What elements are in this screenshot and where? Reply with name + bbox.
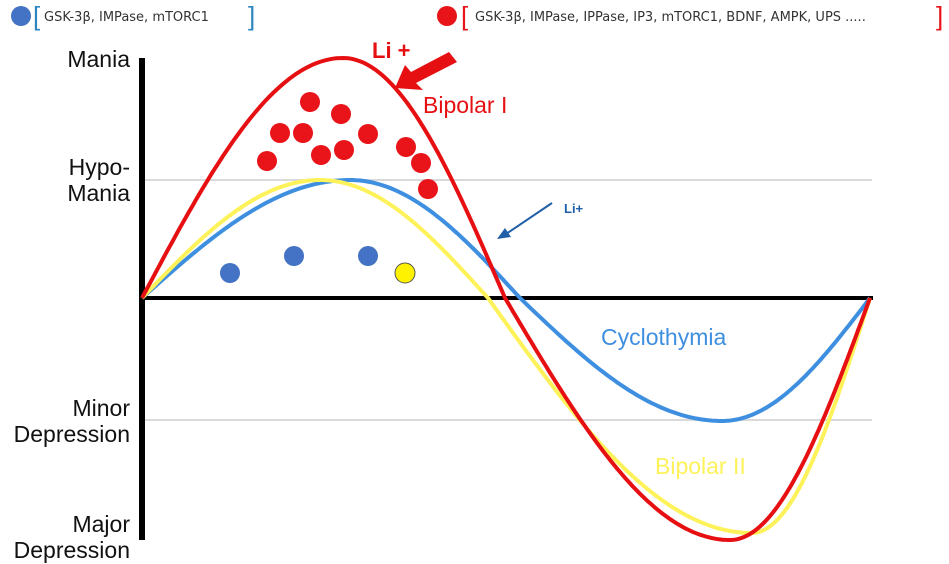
li-large-arrow — [395, 52, 457, 90]
red-dot — [300, 92, 320, 112]
li-small-label: Li+ — [564, 201, 584, 216]
red-dot — [257, 151, 277, 171]
red-dot — [418, 179, 438, 199]
bipolar-2-curve — [140, 178, 872, 536]
legend-red-text: GSK-3β, IMPase, IPPase, IP3, mTORC1, BDN… — [475, 10, 866, 25]
legend-red-bracket-open: [ — [461, 1, 469, 31]
li-small-arrow-head — [497, 228, 511, 239]
yellow-dot — [394, 262, 416, 284]
red-dot — [334, 140, 354, 160]
blue-dot — [284, 246, 304, 266]
blue-dot — [220, 263, 240, 283]
label-hypomania-line2: Mania — [67, 180, 130, 206]
legend-red-dot — [437, 6, 457, 26]
y-level-labels: Mania Hypo- Mania Minor Depression Major… — [14, 46, 131, 563]
red-dot — [411, 153, 431, 173]
label-major-line1: Major — [72, 511, 130, 537]
label-major-line2: Depression — [14, 537, 130, 563]
bipolar-1-label: Bipolar I — [423, 92, 507, 118]
bipolar-2-label: Bipolar II — [655, 453, 746, 479]
blue-dot-cluster — [220, 246, 378, 283]
red-dot — [331, 104, 351, 124]
legend-red-bracket-close: ] — [936, 1, 943, 31]
legend-blue-bracket-open: [ — [33, 1, 41, 31]
red-dot-cluster — [257, 92, 438, 199]
blue-dot — [358, 246, 378, 266]
red-dot — [293, 123, 313, 143]
cyclothymia-label: Cyclothymia — [601, 324, 726, 350]
red-dot — [358, 124, 378, 144]
bipolar-1-curve — [140, 55, 872, 543]
label-hypomania-line1: Hypo- — [69, 154, 130, 180]
li-large-label: Li + — [372, 38, 411, 63]
label-mania: Mania — [67, 46, 130, 72]
cyclothymia-curve — [140, 178, 872, 423]
red-dot — [270, 123, 290, 143]
legend-blue-bracket-close: ] — [248, 1, 255, 31]
red-dot — [396, 137, 416, 157]
red-dot — [311, 145, 331, 165]
li-small-arrow-shaft — [505, 202, 553, 235]
legend: [ GSK-3β, IMPase, mTORC1 ] [ GSK-3β, IMP… — [11, 1, 943, 31]
label-minor-line1: Minor — [72, 395, 130, 421]
label-minor-line2: Depression — [14, 421, 130, 447]
legend-blue-dot — [11, 6, 31, 26]
legend-blue-text: GSK-3β, IMPase, mTORC1 — [44, 10, 209, 25]
